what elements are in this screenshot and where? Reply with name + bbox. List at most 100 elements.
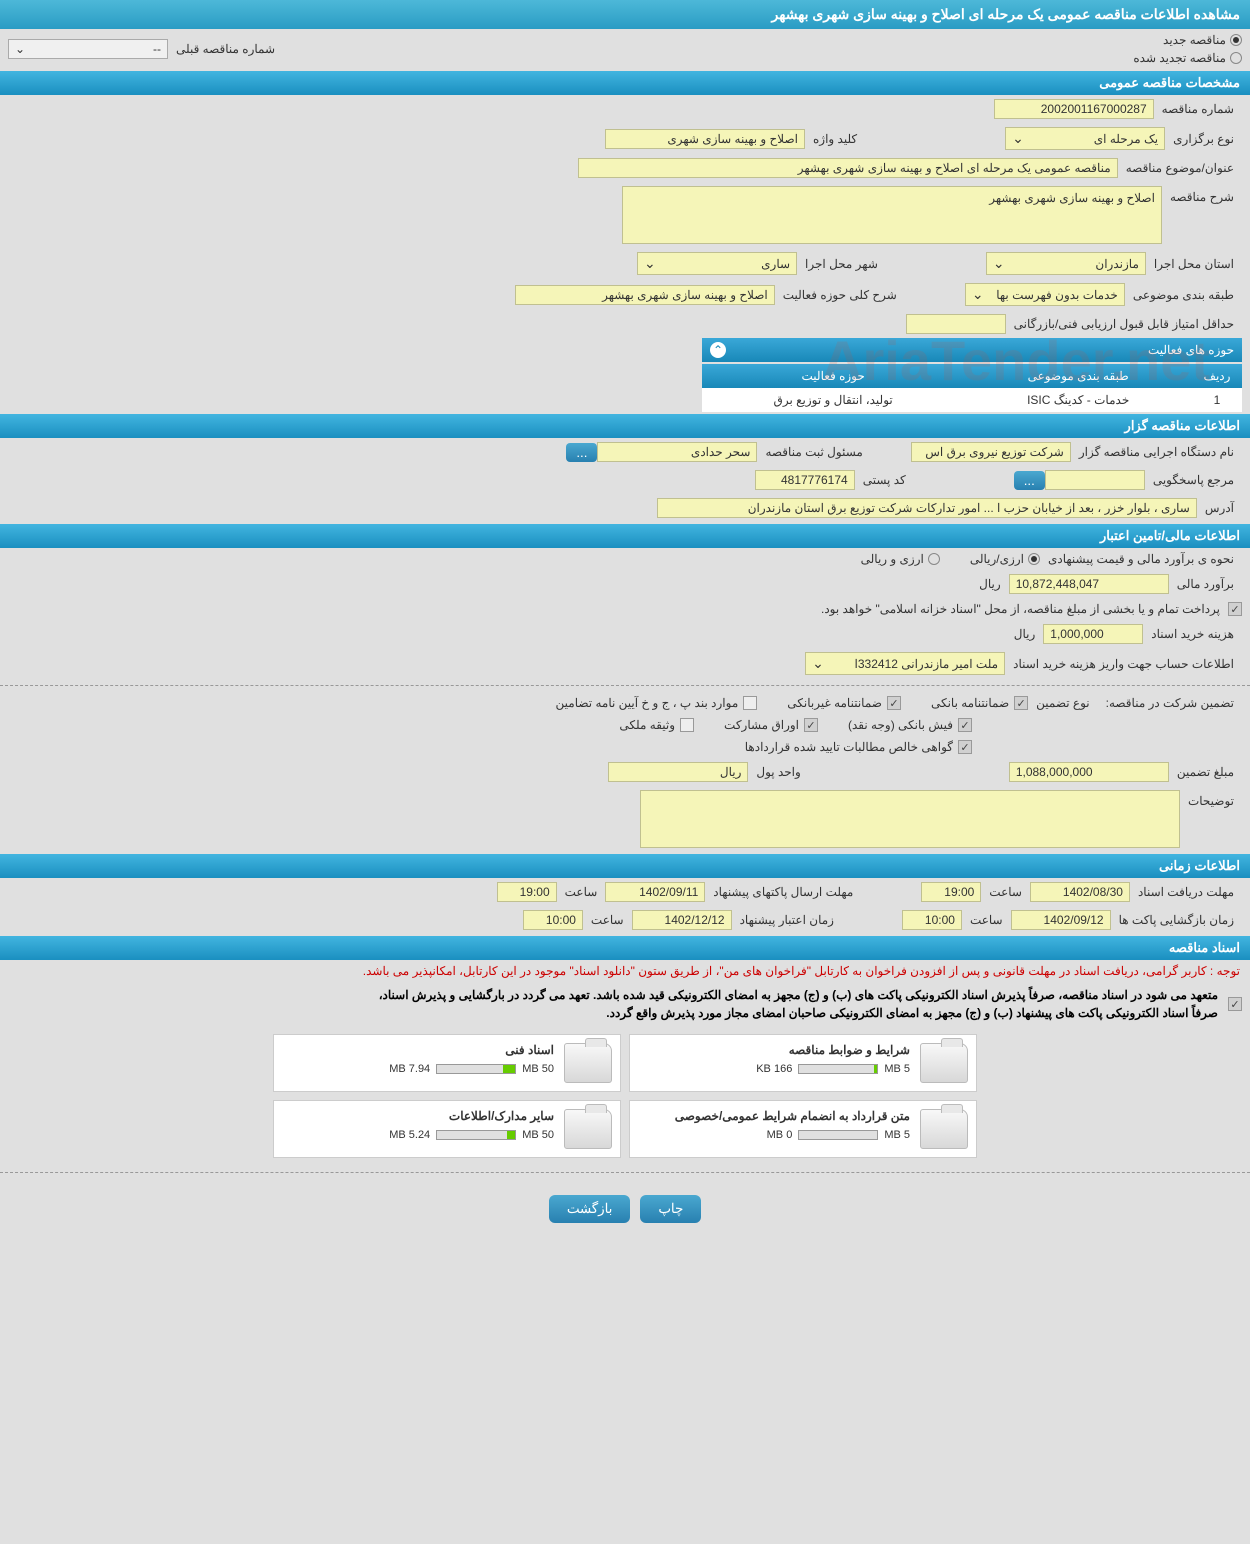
address-input[interactable]: ساری ، بلوار خزر ، بعد از خیابان حزب ا .… — [657, 498, 1197, 518]
cell-rownum: 1 — [1192, 388, 1242, 412]
desc-label: شرح مناقصه — [1162, 186, 1242, 204]
account-label: اطلاعات حساب جهت واریز هزینه خرید اسناد — [1005, 657, 1242, 671]
open-label: زمان بازگشایی پاکت ها — [1111, 913, 1242, 927]
open-date-input[interactable]: 1402/09/12 — [1011, 910, 1111, 930]
page-title: مشاهده اطلاعات مناقصه عمومی یک مرحله ای … — [0, 0, 1250, 29]
doc-title-3: سایر مدارک/اطلاعات — [282, 1109, 554, 1123]
folder-icon — [564, 1109, 612, 1149]
cb-bank-slip[interactable] — [958, 718, 972, 732]
guarantee-in-label: تضمین شرکت در مناقصه: — [1098, 696, 1242, 710]
subject-input[interactable]: مناقصه عمومی یک مرحله ای اصلاح و بهینه س… — [578, 158, 1118, 178]
type-dropdown[interactable]: یک مرحله ای — [1005, 127, 1165, 150]
cb-bank-slip-label: فیش بانکی (وجه نقد) — [848, 718, 953, 732]
more-button[interactable]: ... — [566, 443, 597, 462]
radio-new-label: مناقصه جدید — [1163, 33, 1226, 47]
radio-arzi-va-riali[interactable] — [928, 553, 940, 565]
back-button[interactable]: بازگشت — [549, 1195, 631, 1223]
tender-status-row: مناقصه جدید مناقصه تجدید شده شماره مناقص… — [0, 29, 1250, 69]
cb-bank-guarantee[interactable] — [1014, 696, 1028, 710]
est-method-label: نحوه ی برآورد مالی و قیمت پیشنهادی — [1040, 552, 1242, 566]
submit-label: مهلت ارسال پاکتهای پیشنهاد — [705, 885, 861, 899]
time-word-4: ساعت — [583, 913, 632, 927]
cb-commitment[interactable] — [1228, 997, 1242, 1011]
radio-new-tender[interactable] — [1230, 34, 1242, 46]
doc-cap-2: 5 MB — [884, 1129, 910, 1141]
radio-renewed-tender[interactable] — [1230, 52, 1242, 64]
account-value: ملت امیر مازندرانی 332412ا — [855, 657, 999, 671]
doc-card-3[interactable]: سایر مدارک/اطلاعات 50 MB 5.24 MB — [273, 1100, 621, 1158]
province-dropdown[interactable]: مازندران — [986, 252, 1146, 275]
address-label: آدرس — [1197, 501, 1242, 515]
cb-other-cases[interactable] — [743, 696, 757, 710]
reg-person-input[interactable]: سحر حدادی — [597, 442, 757, 462]
doc-cap-3: 50 MB — [522, 1129, 554, 1141]
category-label: طبقه بندی موضوعی — [1125, 288, 1242, 302]
doc-card-2[interactable]: متن قرارداد به انضمام شرایط عمومی/خصوصی … — [629, 1100, 977, 1158]
time-word-2: ساعت — [557, 885, 606, 899]
postal-input[interactable]: 4817776174 — [755, 470, 855, 490]
print-button[interactable]: چاپ — [640, 1195, 701, 1223]
activity-areas-title: حوزه های فعالیت — [1148, 343, 1234, 357]
folder-icon — [920, 1043, 968, 1083]
cb-partnership[interactable] — [804, 718, 818, 732]
cb-nonbank-guarantee-label: ضمانتنامه غیربانکی — [787, 696, 882, 710]
validity-time-input[interactable]: 10:00 — [523, 910, 583, 930]
section-executor: اطلاعات مناقصه گزار — [0, 414, 1250, 438]
radio-arzi-riali[interactable] — [1028, 553, 1040, 565]
doc-card-0[interactable]: شرایط و ضوابط مناقصه 5 MB 166 KB — [629, 1034, 977, 1092]
keyword-input[interactable]: اصلاح و بهینه سازی شهری — [605, 129, 805, 149]
postal-label: کد پستی — [855, 473, 914, 487]
guarantee-amount-input[interactable]: 1,088,000,000 — [1009, 762, 1169, 782]
cb-partnership-label: اوراق مشارکت — [724, 718, 799, 732]
exec-name-input[interactable]: شرکت توزیع نیروی برق اس — [911, 442, 1071, 462]
doc-card-1[interactable]: اسناد فنی 50 MB 7.94 MB — [273, 1034, 621, 1092]
cb-certified-label: گواهی خالص مطالبات تایید شده قراردادها — [745, 740, 953, 754]
guarantee-type-label: نوع تضمین — [1028, 696, 1097, 710]
cb-bank-guarantee-label: ضمانتنامه بانکی — [931, 696, 1009, 710]
receive-time-input[interactable]: 19:00 — [921, 882, 981, 902]
scope-label: شرح کلی حوزه فعالیت — [775, 288, 905, 302]
currency-unit-input[interactable]: ریال — [608, 762, 748, 782]
cb-nonbank-guarantee[interactable] — [887, 696, 901, 710]
cb-property[interactable] — [680, 718, 694, 732]
est-label: برآورد مالی — [1169, 577, 1242, 591]
cb-certified[interactable] — [958, 740, 972, 754]
section-time: اطلاعات زمانی — [0, 854, 1250, 878]
cb-other-cases-label: موارد بند پ ، ج و خ آیین نامه تضامین — [556, 696, 739, 710]
open-time-input[interactable]: 10:00 — [902, 910, 962, 930]
divider-bottom — [0, 1172, 1250, 1173]
desc-textarea[interactable]: اصلاح و بهینه سازی شهری بهشهر — [622, 186, 1162, 244]
responder-more-button[interactable]: ... — [1014, 471, 1045, 490]
notes-textarea[interactable] — [640, 790, 1180, 848]
scope-input[interactable]: اصلاح و بهینه سازی شهری بهشهر — [515, 285, 775, 305]
black-note-2: صرفاً اسناد الکترونیکی پاکت های پیشنهاد … — [8, 1004, 1228, 1022]
doc-cost-input[interactable]: 1,000,000 — [1043, 624, 1143, 644]
col-scope: حوزه فعالیت — [702, 364, 964, 388]
account-dropdown[interactable]: ملت امیر مازندرانی 332412ا — [805, 652, 1005, 675]
doc-grid: شرایط و ضوابط مناقصه 5 MB 166 KB اسناد ف… — [265, 1026, 985, 1166]
submit-time-input[interactable]: 19:00 — [497, 882, 557, 902]
min-score-input[interactable] — [906, 314, 1006, 334]
city-label: شهر محل اجرا — [797, 257, 886, 271]
table-row: 1 خدمات - کدینگ ISIC تولید، انتقال و توز… — [702, 388, 1242, 412]
responder-input[interactable] — [1045, 470, 1145, 490]
doc-title-1: اسناد فنی — [282, 1043, 554, 1057]
submit-date-input[interactable]: 1402/09/11 — [605, 882, 705, 902]
city-value: ساری — [761, 257, 790, 271]
receive-date-input[interactable]: 1402/08/30 — [1030, 882, 1130, 902]
receive-label: مهلت دریافت اسناد — [1130, 885, 1242, 899]
category-dropdown[interactable]: خدمات بدون فهرست بها — [965, 283, 1125, 306]
tender-number-input[interactable]: 2002001167000287 — [994, 99, 1154, 119]
activity-areas-header: حوزه های فعالیت ⌃ — [702, 338, 1242, 362]
city-dropdown[interactable]: ساری — [637, 252, 797, 275]
prev-number-dropdown[interactable]: -- — [8, 39, 168, 59]
radio-renewed-label: مناقصه تجدید شده — [1133, 51, 1226, 65]
doc-cost-label: هزینه خرید اسناد — [1143, 627, 1242, 641]
cb-treasury[interactable] — [1228, 602, 1242, 616]
category-value: خدمات بدون فهرست بها — [996, 288, 1118, 302]
est-input[interactable]: 10,872,448,047 — [1009, 574, 1169, 594]
validity-date-input[interactable]: 1402/12/12 — [632, 910, 732, 930]
time-word-1: ساعت — [981, 885, 1030, 899]
collapse-icon[interactable]: ⌃ — [710, 342, 726, 358]
doc-used-1: 7.94 MB — [389, 1063, 430, 1075]
